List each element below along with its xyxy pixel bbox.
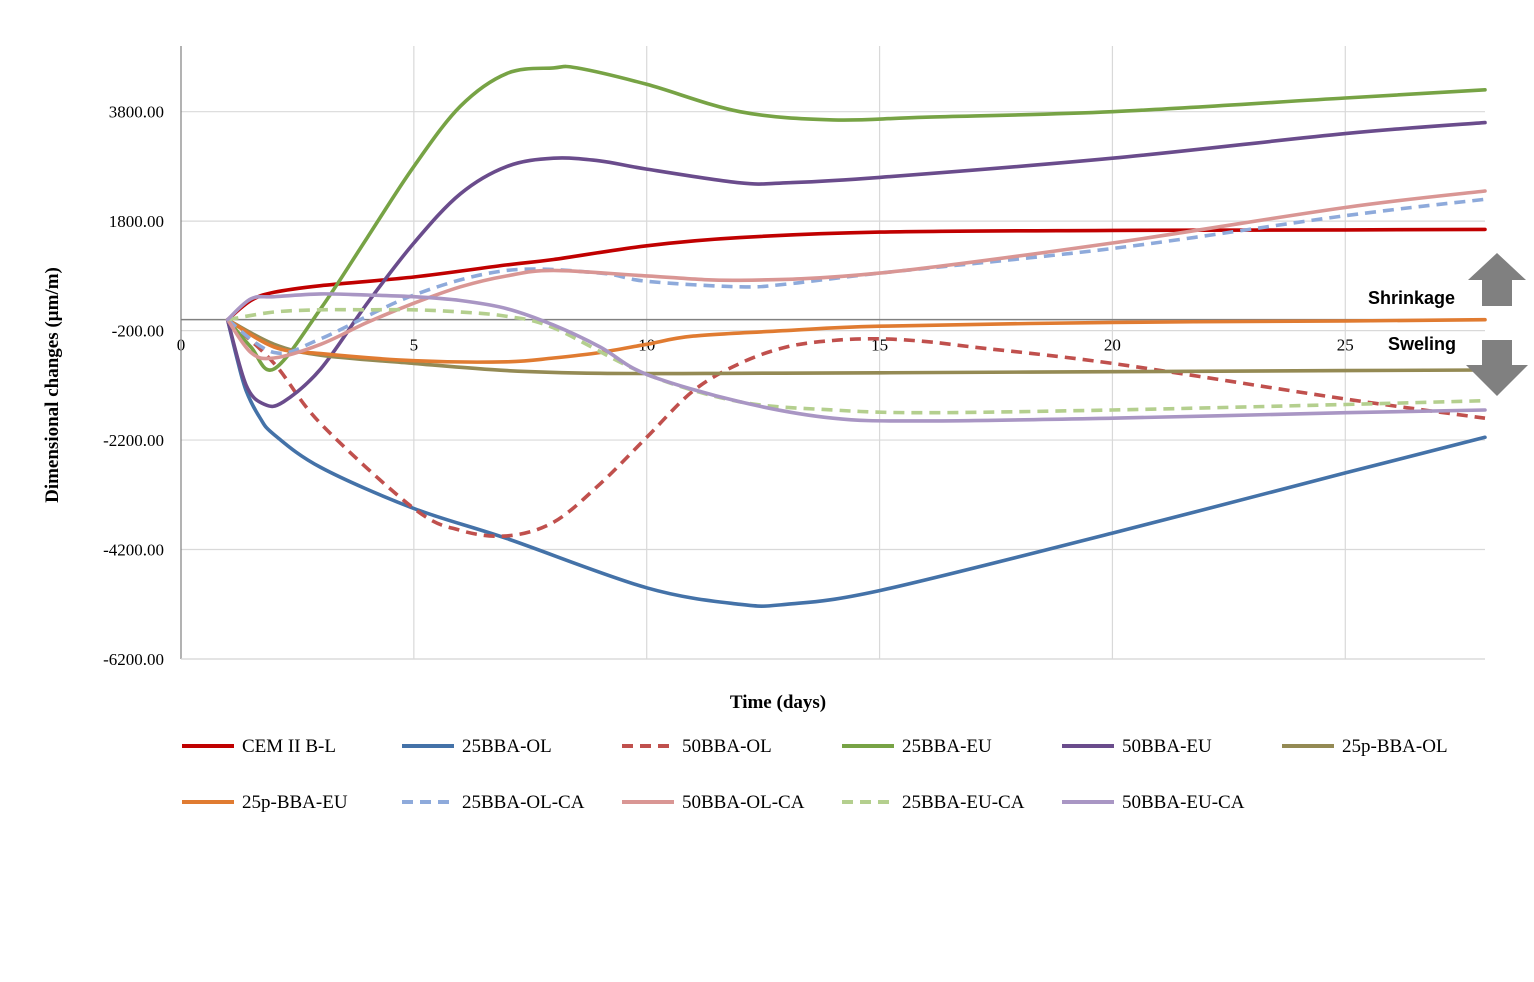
x-tick-label: 5 [410,336,419,355]
axes: 3800.00 1800.00 -200.00 -2200.00 -4200.00 -62… [103,46,1485,669]
y-axis-title: Dimensional changes (µm/m) [42,267,63,503]
y-tick-label: 1800.00 [109,212,164,231]
x-tick-label: 25 [1337,336,1354,355]
legend-entry-25bba-eu: 25BBA-EU [842,736,992,757]
legend-label: 25BBA-EU [902,736,992,757]
legend-label: 25p-BBA-EU [242,792,348,813]
legend-label: 25BBA-EU-CA [902,792,1025,813]
series-line-25p-bba-ol [225,317,1487,376]
x-axis-title: Time (days) [730,692,826,713]
shrinkage-label: Shrinkage [1368,288,1455,308]
legend-label: 25BBA-OL-CA [462,792,585,813]
legend-label: CEM II B-L [242,736,336,757]
annotations: Shrinkage Sweling [1368,253,1528,396]
swelling-label: Sweling [1388,334,1456,354]
legend-entry-25p-bba-ol: 25p-BBA-OL [1282,736,1448,757]
legend: CEM II B-L 25BBA-OL 50BBA-OL 25BBA-EU 50BBA-… [182,736,1448,813]
legend-label: 50BBA-OL [682,736,772,757]
series-line-25p-bba-eu [225,317,1487,364]
legend-label: 50BBA-OL-CA [682,792,805,813]
legend-entry-50bba-eu-ca: 50BBA-EU-CA [1062,792,1245,813]
legend-entry-25bba-ol-ca: 25BBA-OL-CA [402,792,585,813]
legend-label: 25BBA-OL [462,736,552,757]
y-tick-label: -4200.00 [103,541,164,560]
series-line-50bba-eu-ca [225,292,1487,423]
legend-entry-50bba-ol: 50BBA-OL [622,736,772,757]
shrinkage-arrow-icon [1468,253,1526,306]
legend-label: 50BBA-EU-CA [1122,792,1245,813]
y-tick-label: -6200.00 [103,650,164,669]
x-tick-label: 20 [1104,336,1121,355]
series-line-50bba-ol-ca [225,189,1487,361]
series-line-50bba-eu [225,120,1487,409]
swelling-arrow-icon [1466,340,1528,396]
series-lines [225,64,1487,608]
series-line-25bba-ol [225,317,1487,608]
legend-label: 50BBA-EU [1122,736,1212,757]
legend-entry-25bba-ol: 25BBA-OL [402,736,552,757]
y-tick-label: -2200.00 [103,431,164,450]
legend-entry-cem-ii-b-l: CEM II B-L [182,736,336,757]
y-tick-label: -200.00 [112,322,164,341]
legend-entry-50bba-ol-ca: 50BBA-OL-CA [622,792,805,813]
series-line-50bba-ol [226,318,1486,539]
legend-label: 25p-BBA-OL [1342,736,1448,757]
y-tick-label: 3800.00 [109,103,164,122]
legend-entry-25p-bba-eu: 25p-BBA-EU [182,792,348,813]
legend-entry-25bba-eu-ca: 25BBA-EU-CA [842,792,1025,813]
legend-entry-50bba-eu: 50BBA-EU [1062,736,1212,757]
